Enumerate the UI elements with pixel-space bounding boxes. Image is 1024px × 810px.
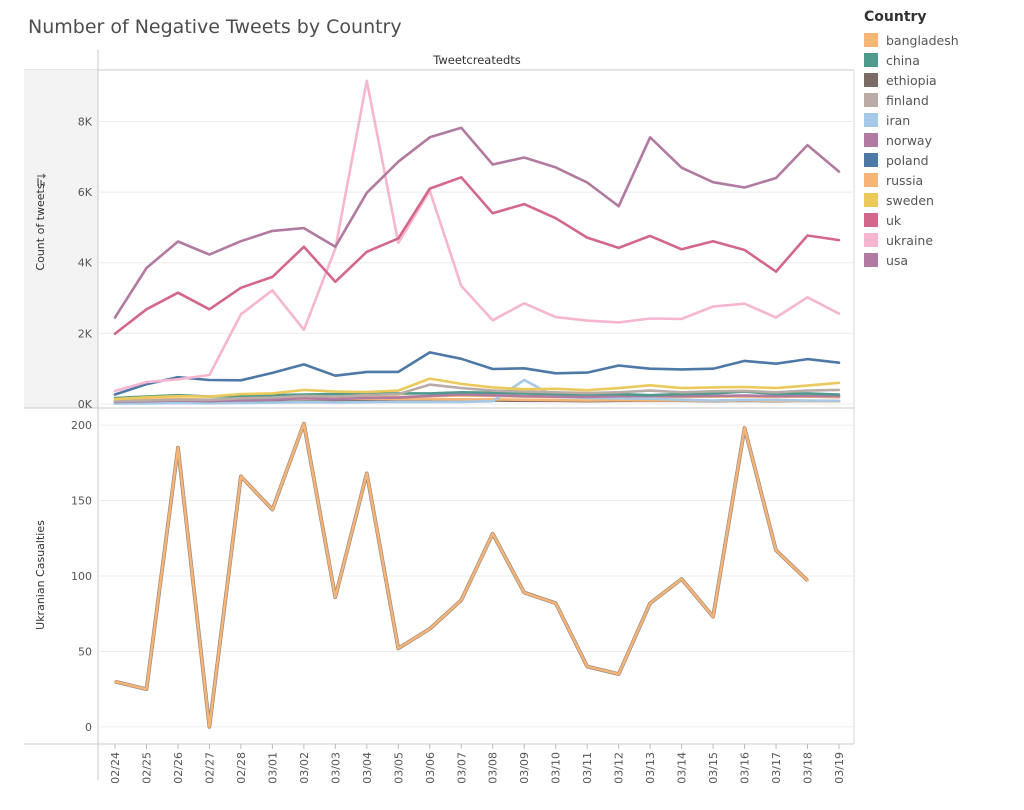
x-tick-label: 03/16 [739,752,752,784]
x-tick-label: 02/28 [235,752,248,784]
x-tick-label: 02/25 [140,752,153,784]
legend-label: poland [886,152,929,168]
legend-item-bangladesh[interactable]: bangladesh [864,30,1014,50]
legend-label: finland [886,92,929,108]
x-tick-label: 03/05 [392,752,405,784]
top-y-axis-label: Count of tweets [34,183,47,270]
chart-canvas: Tweetcreatedts 0K 2K 4K 6K 8K 0 50 100 150 200 C… [24,50,855,784]
x-tick-label: 02/27 [203,752,216,784]
y-tick-label: 200 [71,419,92,432]
casualties-line[interactable] [113,422,809,729]
x-tick-label: 03/18 [802,752,815,784]
legend-item-poland[interactable]: poland [864,150,1014,170]
column-header: Tweetcreatedts [432,53,521,67]
legend-swatch [864,133,878,147]
bottom-gridlines [98,424,854,728]
legend-swatch [864,93,878,107]
x-tick-label: 03/04 [361,752,374,784]
legend-item-ethiopia[interactable]: ethiopia [864,70,1014,90]
y-tick-label: 100 [71,570,92,583]
x-tick-label: 03/12 [613,752,626,784]
legend-item-usa[interactable]: usa [864,250,1014,270]
legend-item-russia[interactable]: russia [864,170,1014,190]
x-tick-label: 03/14 [676,752,689,784]
legend-label: uk [886,212,902,228]
legend-swatch [864,73,878,87]
series-line-norway[interactable] [113,393,841,404]
legend-swatch [864,33,878,47]
legend-label: norway [886,132,932,148]
legend-swatch [864,113,878,127]
header-row-bg [24,50,854,70]
x-tick-label: 03/08 [487,752,500,784]
x-tick-labels: 02/24 02/25 02/26 02/27 02/28 03/01 03/02 03/03… [109,744,846,784]
sort-icon[interactable] [37,173,47,186]
casualty-series-group [113,421,809,729]
legend-label: bangladesh [886,32,959,48]
y-tick-label: 6K [78,186,93,199]
x-tick-label: 03/15 [707,752,720,784]
x-tick-label: 02/24 [109,752,122,784]
y-tick-label: 150 [71,495,92,508]
bottom-y-axis-label: Ukranian Casualties [34,520,47,630]
y-tick-label: 50 [78,645,92,658]
legend-item-norway[interactable]: norway [864,130,1014,150]
legend: Country bangladesh china ethiopia finland ir… [864,9,1014,270]
top-y-ticks: 0K 2K 4K 6K 8K [78,115,93,411]
x-tick-label: 03/13 [644,752,657,784]
y-tick-label: 8K [78,115,93,128]
series-line-usa[interactable] [113,126,841,319]
y-tick-label: 2K [78,327,93,340]
legend-swatch [864,253,878,267]
legend-label: iran [886,112,911,128]
series-line-poland[interactable] [113,351,841,396]
legend-label: ethiopia [886,72,937,88]
legend-label: russia [886,172,924,188]
legend-label: sweden [886,192,934,208]
x-tick-label: 03/02 [298,752,311,784]
series-line-china[interactable] [113,390,841,400]
legend-swatch [864,173,878,187]
bottom-axis-panel [24,408,98,744]
x-tick-label: 03/17 [770,752,783,784]
series-line-ukraine[interactable] [113,79,841,393]
x-tick-label: 03/01 [266,752,279,784]
x-tick-label: 03/03 [329,752,342,784]
legend-label: china [886,52,920,68]
tweet-series-group [113,79,841,405]
legend-item-iran[interactable]: iran [864,110,1014,130]
legend-swatch [864,233,878,247]
y-tick-label: 4K [78,257,93,270]
legend-swatch [864,213,878,227]
legend-swatch [864,153,878,167]
series-line-sweden[interactable] [113,377,841,401]
legend-label: usa [886,252,909,268]
legend-label: ukraine [886,232,934,248]
legend-item-sweden[interactable]: sweden [864,190,1014,210]
y-tick-label: 0 [85,721,92,734]
x-tick-label: 03/07 [455,752,468,784]
legend-item-china[interactable]: china [864,50,1014,70]
x-tick-label: 03/10 [550,752,563,784]
legend-swatch [864,53,878,67]
legend-title: Country [864,9,927,25]
casualties-line-outline [114,421,809,729]
legend-swatch [864,193,878,207]
x-tick-label: 03/19 [833,752,846,784]
legend-item-finland[interactable]: finland [864,90,1014,110]
top-axis-panel [24,70,98,408]
chart-title: Number of Negative Tweets by Country [28,16,402,38]
series-line-finland[interactable] [113,383,841,403]
series-line-iran[interactable] [113,378,841,405]
legend-items: bangladesh china ethiopia finland iran norway… [864,30,1014,270]
legend-item-uk[interactable]: uk [864,210,1014,230]
legend-item-ukraine[interactable]: ukraine [864,230,1014,250]
x-tick-label: 02/26 [172,752,185,784]
y-tick-label: 0K [78,398,93,411]
bottom-y-ticks: 0 50 100 150 200 [71,419,92,734]
x-tick-label: 03/09 [518,752,531,784]
x-tick-label: 03/11 [581,752,594,784]
series-line-uk[interactable] [113,176,841,335]
x-tick-label: 03/06 [424,752,437,784]
